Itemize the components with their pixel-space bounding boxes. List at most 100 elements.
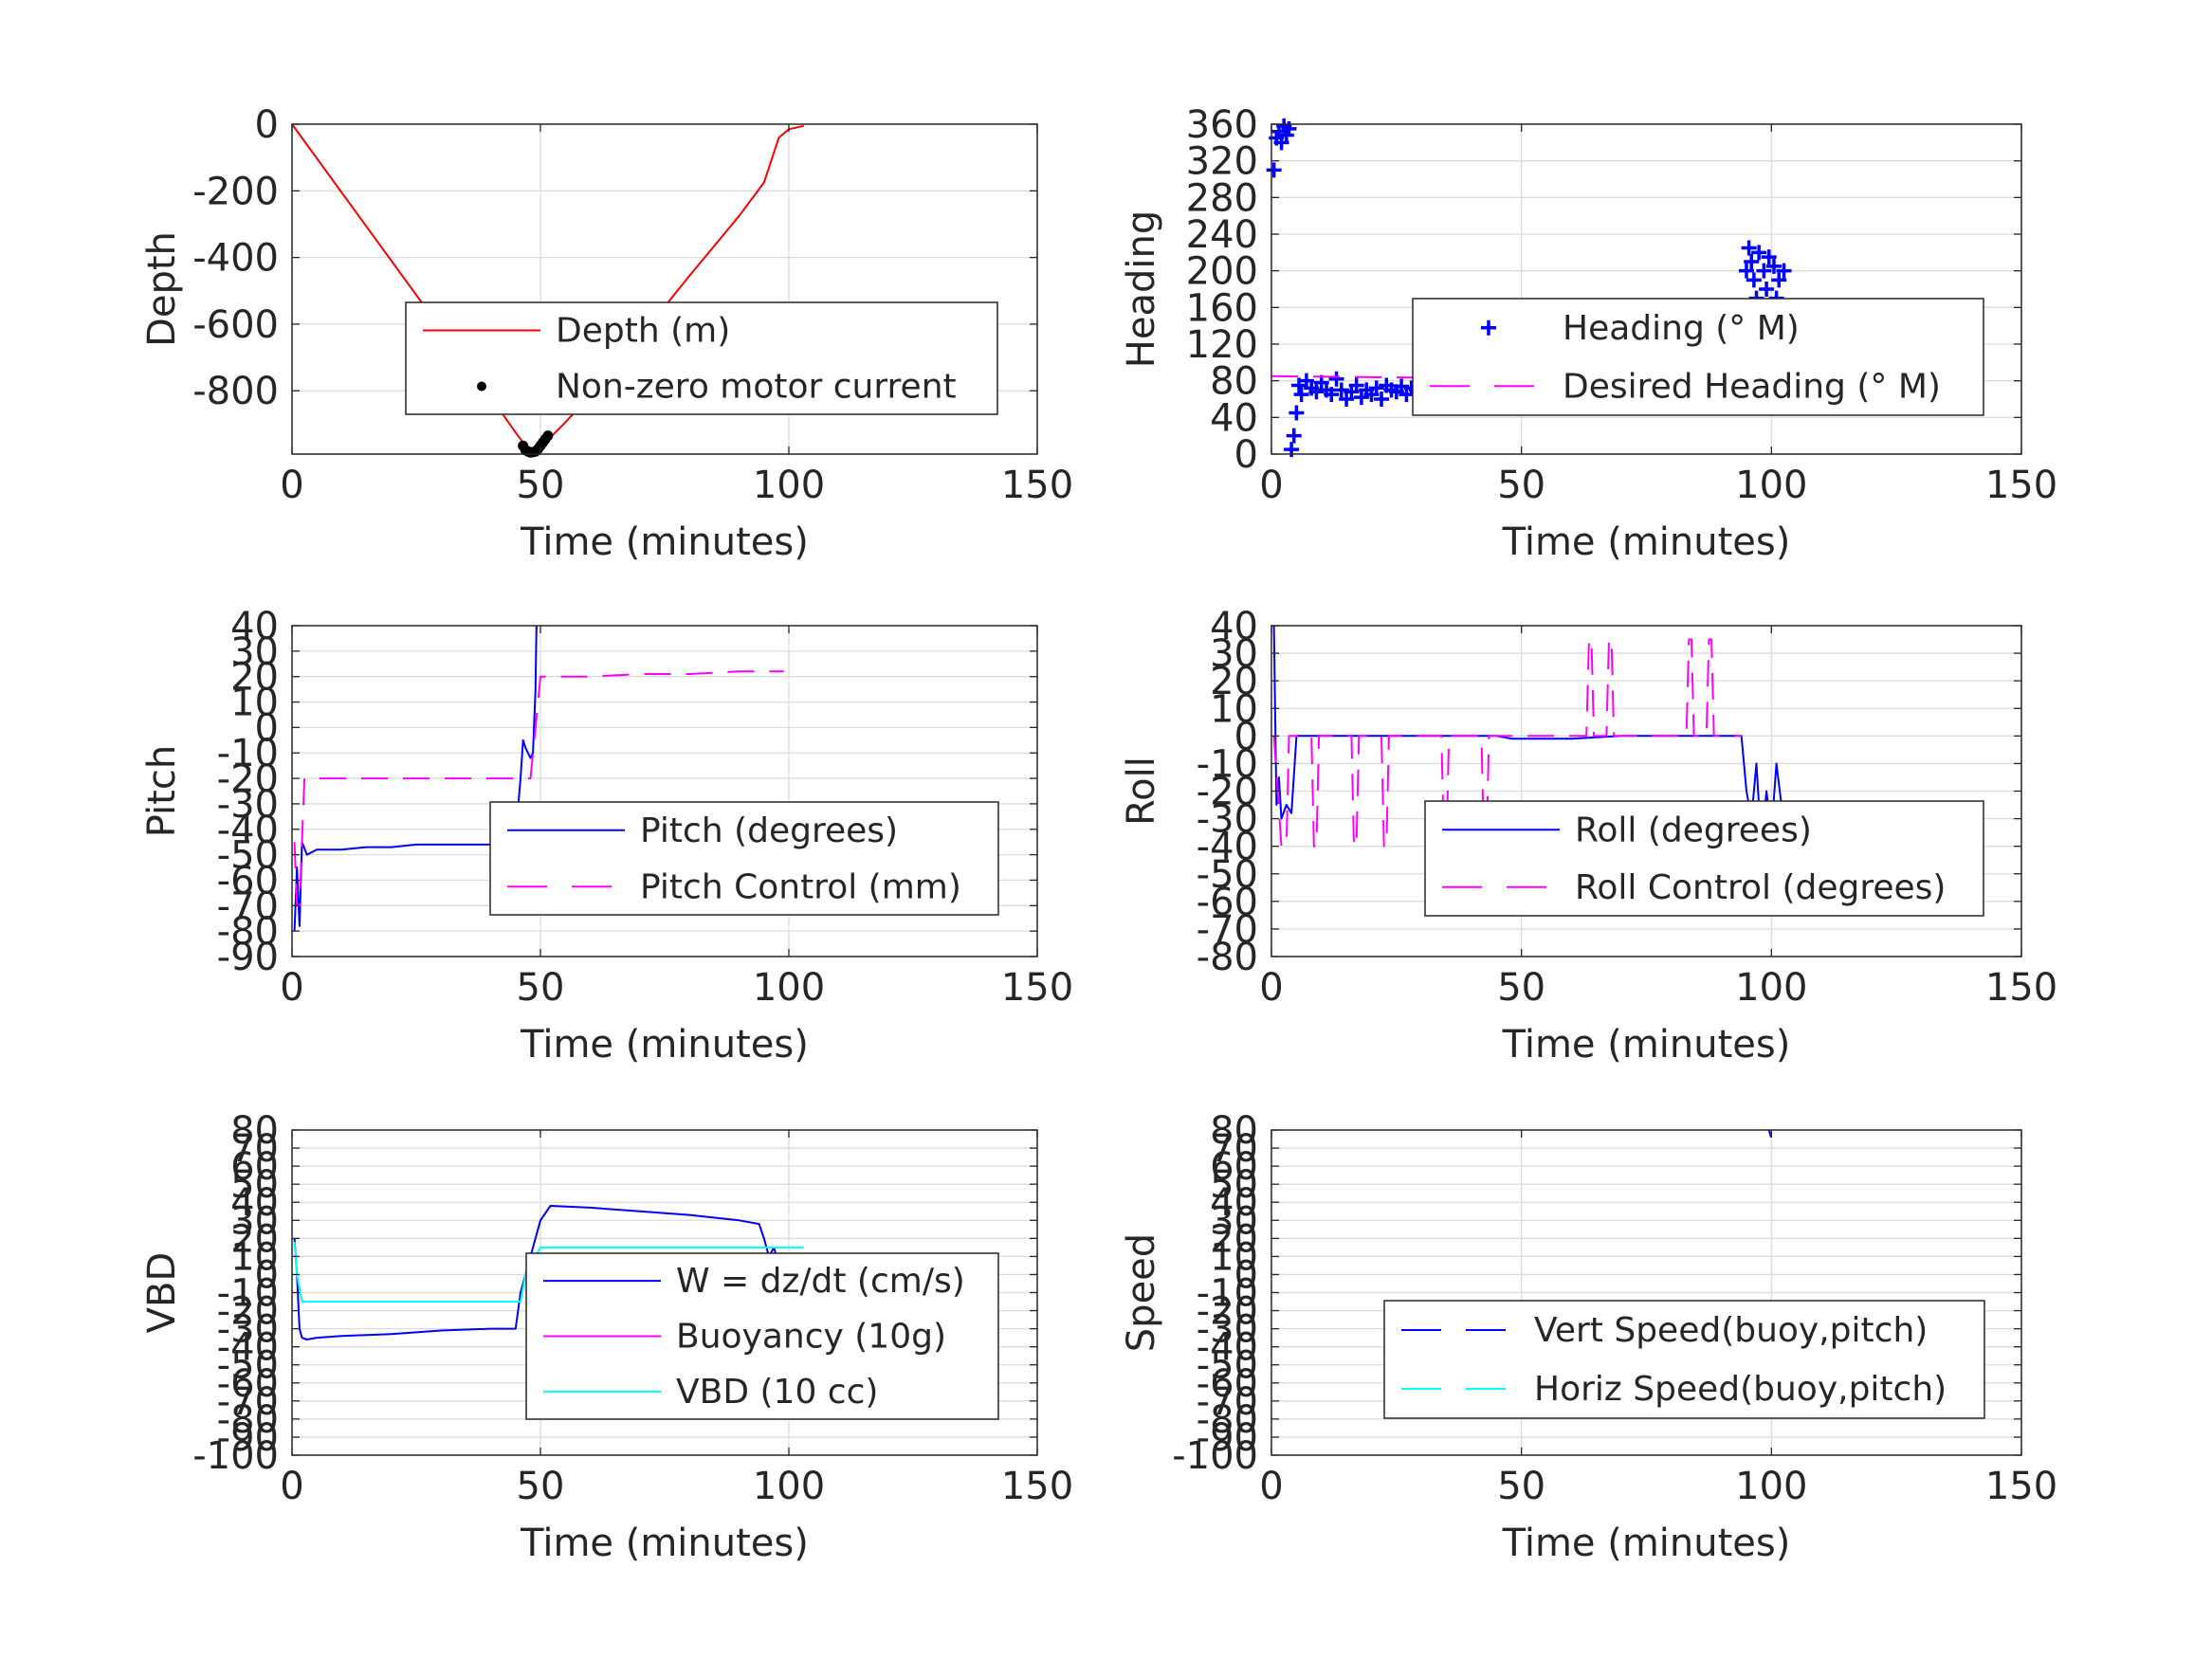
y-tick-label: -10 — [217, 1272, 279, 1316]
y-tick-label: 160 — [1186, 286, 1258, 330]
y-tick-label: 80 — [230, 1109, 279, 1153]
x-tick-label: 50 — [1497, 966, 1545, 1010]
y-tick-label: 20 — [230, 1217, 279, 1261]
y-axis-label: Heading — [1120, 210, 1163, 368]
data-point — [1756, 263, 1772, 279]
panel-depth: 0 50 100 150 0 -200 -400 -600 -800 Time (minutes)… — [140, 103, 1073, 564]
data-point — [1744, 254, 1760, 269]
legend-label: Roll Control (degrees) — [1575, 868, 1946, 907]
legend-label: Non-zero motor current — [556, 368, 957, 407]
legend-label: Depth (m) — [556, 312, 730, 351]
y-tick-label: 360 — [1186, 103, 1258, 147]
y-tick-label: 10 — [230, 682, 279, 725]
y-tick-label: 40 — [230, 605, 279, 648]
series-line — [293, 670, 784, 907]
y-tick-label: 50 — [1210, 1163, 1258, 1207]
y-tick-label: -80 — [1197, 936, 1258, 979]
y-tick-label: 20 — [1210, 660, 1258, 703]
data-point — [1374, 392, 1390, 407]
y-tick-label: 320 — [1186, 140, 1258, 184]
y-tick-label: -20 — [217, 1290, 279, 1334]
y-tick-label: -30 — [217, 783, 279, 827]
data-point — [542, 430, 554, 442]
data-point — [1289, 405, 1305, 421]
y-tick-label: -70 — [217, 1380, 279, 1424]
y-axis-label: Roll — [1120, 757, 1163, 826]
x-tick-label: 0 — [1259, 966, 1283, 1010]
data-point — [1394, 378, 1410, 394]
series-line — [1767, 1129, 1772, 1138]
data-point — [1286, 428, 1302, 444]
legend-label: Vert Speed(buoy,pitch) — [1534, 1311, 1928, 1350]
data-point — [1368, 380, 1384, 396]
legend: Heading (° M) Desired Heading (° M) — [1412, 298, 1984, 416]
y-tick-label: -30 — [1197, 1308, 1258, 1352]
y-tick-label: -30 — [1197, 798, 1258, 842]
y-axis-label: Speed — [1120, 1233, 1163, 1352]
x-tick-label: 150 — [1001, 1465, 1073, 1508]
data-point — [1328, 371, 1344, 387]
data-point — [1308, 384, 1325, 400]
y-tick-label: 40 — [230, 1181, 279, 1225]
y-tick-label: 60 — [1210, 1145, 1258, 1189]
legend: Vert Speed(buoy,pitch) Horiz Speed(buoy,p… — [1383, 1300, 1985, 1419]
y-tick-label: -80 — [217, 910, 279, 954]
y-tick-label: 10 — [1210, 687, 1258, 731]
legend-label: Heading (° M) — [1563, 309, 1800, 348]
x-tick-label: 0 — [280, 966, 303, 1010]
legend-label: Desired Heading (° M) — [1563, 367, 1941, 406]
panel-speed: 0 50 100 15080706050403020100-10-20-30-40-5… — [1120, 1109, 2057, 1565]
x-tick-label: 150 — [1985, 966, 2057, 1010]
y-tick-label: 280 — [1186, 176, 1258, 220]
data-point — [1738, 263, 1754, 279]
y-tick-label: -70 — [1197, 908, 1258, 952]
panel-roll: 0 50 100 150403020100-10-20-30-40-50-60-70-… — [1120, 605, 2057, 1066]
y-tick-label: -400 — [192, 237, 279, 281]
y-tick-label: -10 — [1197, 742, 1258, 786]
legend-box — [1412, 298, 1984, 416]
legend-box — [405, 301, 998, 415]
data-point — [1765, 258, 1782, 274]
x-tick-label: 50 — [517, 966, 565, 1010]
legend-label: Pitch Control (mm) — [640, 867, 961, 906]
series-1 — [1767, 1129, 1772, 1138]
y-axis-label: VBD — [140, 1252, 184, 1334]
y-tick-label: -60 — [1197, 1362, 1258, 1406]
legend-box — [1424, 800, 1984, 917]
y-tick-label: 30 — [1210, 632, 1258, 676]
legend-box — [1383, 1300, 1985, 1419]
y-tick-label: -80 — [217, 1398, 279, 1442]
legend-label: VBD (10 cc) — [676, 1373, 878, 1412]
data-point — [1776, 263, 1792, 279]
panel-pitch: 0 50 100 150403020100-10-20-30-40-50-60-70-… — [140, 605, 1073, 1066]
x-tick-label: 0 — [280, 1465, 303, 1508]
y-tick-label: -40 — [1197, 826, 1258, 869]
legend: Pitch (degrees) Pitch Control (mm) — [489, 801, 999, 916]
y-tick-label: -100 — [192, 1434, 279, 1478]
y-tick-label: 120 — [1186, 323, 1258, 367]
x-tick-label: 150 — [1985, 464, 2057, 507]
y-tick-label: -90 — [1197, 1416, 1258, 1460]
y-axis-label: Depth — [140, 231, 184, 347]
data-point — [1751, 245, 1767, 261]
legend: Roll (degrees) Roll Control (degrees) — [1424, 800, 1984, 917]
y-tick-label: 50 — [230, 1163, 279, 1207]
legend-box — [489, 801, 999, 916]
series-2 — [293, 670, 784, 907]
y-tick-label: -50 — [217, 1344, 279, 1388]
y-axis-label: Pitch — [140, 745, 184, 837]
legend-label: W = dz/dt (cm/s) — [676, 1262, 965, 1301]
y-tick-label: -30 — [217, 1308, 279, 1352]
x-tick-label: 50 — [1497, 1465, 1545, 1508]
axes-box — [1271, 123, 2022, 455]
x-tick-label: 150 — [1001, 966, 1073, 1010]
y-tick-label: -50 — [1197, 1344, 1258, 1388]
legend-swatch — [1481, 319, 1496, 336]
x-tick-label: 0 — [1259, 464, 1283, 507]
series-line — [1272, 638, 1742, 848]
x-tick-label: 50 — [517, 1465, 565, 1508]
legend-label: Roll (degrees) — [1575, 811, 1812, 849]
legend-label: Pitch (degrees) — [640, 811, 898, 850]
data-point — [1293, 387, 1309, 403]
legend-label: Buoyancy (10g) — [676, 1318, 946, 1357]
